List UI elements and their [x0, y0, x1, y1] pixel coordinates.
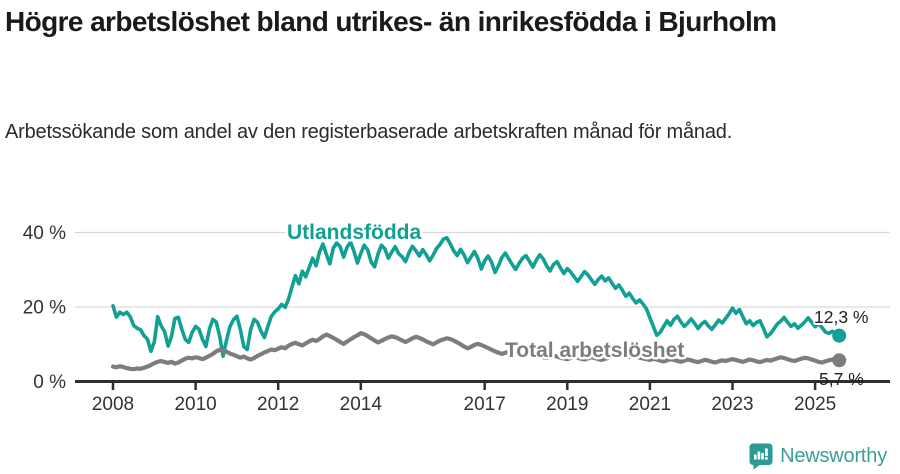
- series-label-foreign-born: Utlandsfödda: [287, 221, 421, 244]
- x-tick-label-2023: 2023: [711, 394, 753, 415]
- chart-subtitle: Arbetssökande som andel av den registerb…: [5, 121, 733, 143]
- page-title: Högre arbetslöshet bland utrikes- än inr…: [5, 6, 777, 37]
- bar-chart-glyph: [754, 448, 768, 460]
- newsworthy-wordmark: Newsworthy: [780, 445, 887, 467]
- y-tick-label-0: 0 %: [33, 372, 66, 393]
- y-axis-tick-labels: 0 % 20 % 40 %: [23, 223, 66, 393]
- end-dot-foreign-born: [832, 328, 847, 343]
- line-total: [110, 330, 842, 372]
- series-end-dots: [832, 328, 847, 368]
- x-tick-label-2008: 2008: [92, 394, 134, 415]
- x-tick-label-2021: 2021: [629, 394, 671, 415]
- x-tick-label-2012: 2012: [257, 394, 299, 415]
- series-inline-labels: Utlandsfödda Total arbetslöshet: [285, 219, 687, 365]
- newsworthy-logo: Newsworthy: [749, 443, 887, 470]
- x-tick-label-2010: 2010: [174, 394, 216, 415]
- y-tick-label-20: 20 %: [23, 298, 66, 319]
- series-lines: [110, 235, 842, 372]
- y-tick-label-40: 40 %: [23, 223, 66, 244]
- speech-bubble-bar-chart-icon: [749, 443, 773, 470]
- x-axis: 2008 2010 2012 2014 2017 2019 2021 2023 2025: [75, 380, 890, 415]
- end-value-label-total: 5,7 %: [819, 369, 864, 389]
- line-foreign-born: [111, 235, 842, 358]
- x-tick-label-2019: 2019: [546, 394, 588, 415]
- series-label-total: Total arbetslöshet: [505, 339, 684, 362]
- series-end-value-labels: 12,3 % 5,7 %: [812, 305, 870, 389]
- x-tick-label-2017: 2017: [464, 394, 506, 415]
- end-dot-total: [832, 353, 847, 368]
- x-tick-label-2025: 2025: [794, 394, 836, 415]
- unemployment-line-chart: 0 % 20 % 40 % 2008 2010 2012 2014 2017 2019 2021…: [23, 219, 890, 415]
- x-tick-label-2014: 2014: [340, 394, 383, 415]
- end-value-label-foreign-born: 12,3 %: [814, 307, 868, 327]
- gridlines: [75, 231, 890, 308]
